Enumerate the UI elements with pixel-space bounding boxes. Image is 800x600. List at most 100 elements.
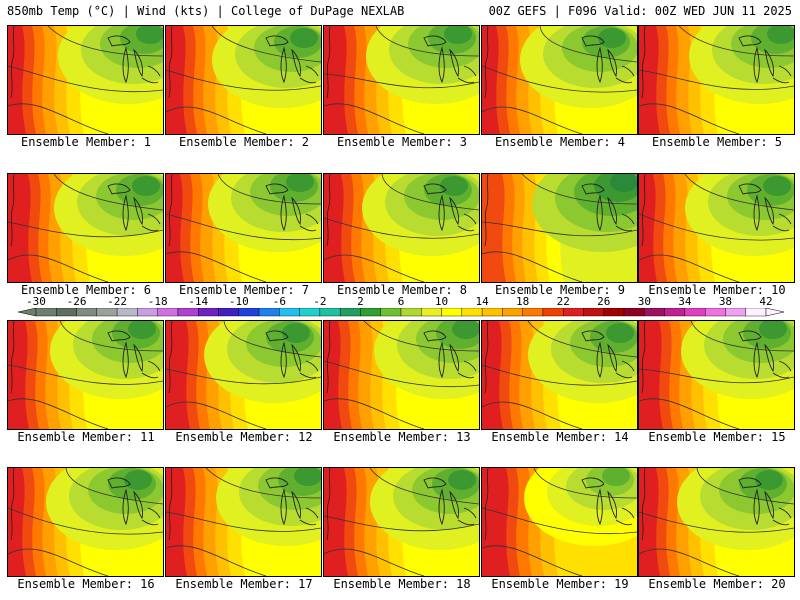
temperature-field [8,321,163,429]
ensemble-map-11 [7,320,164,430]
colorbar-tick-label: -22 [107,295,128,308]
temperature-field [482,26,637,134]
run-valid-time: 00Z GEFS | F096 Valid: 00Z WED JUN 11 20… [488,4,792,18]
ensemble-map-12 [165,320,322,430]
ensemble-member-label: Ensemble Member: 7 [178,283,310,297]
temperature-field [324,321,479,429]
temperature-field [324,174,479,282]
colorbar-swatch [238,308,260,317]
colorbar-swatch [258,308,280,317]
ensemble-map-5 [638,25,795,135]
temperature-field [166,468,321,576]
ensemble-member-label: Ensemble Member: 8 [336,283,468,297]
colorbar-tick-label: 42 [759,295,773,308]
ensemble-map-17 [165,467,322,577]
ensemble-map-18 [323,467,480,577]
temperature-field [8,468,163,576]
colorbar-tick-label: -14 [188,295,209,308]
ensemble-map-10 [638,173,795,283]
colorbar-swatch [116,308,138,317]
ensemble-member-label: Ensemble Member: 3 [336,135,468,149]
colorbar-swatch [360,308,381,317]
colorbar-tick-label: 18 [516,295,530,308]
temperature-field [8,174,163,282]
ensemble-member-label: Ensemble Member: 18 [333,577,471,591]
ensemble-map-1 [7,25,164,135]
colorbar-swatch [745,308,767,317]
temperature-field [166,321,321,429]
ensemble-member-label: Ensemble Member: 16 [17,577,155,591]
temperature-field [166,174,321,282]
ensemble-member-label: Ensemble Member: 12 [175,430,313,444]
ensemble-member-label: Ensemble Member: 1 [20,135,152,149]
ensemble-member-label: Ensemble Member: 14 [491,430,629,444]
colorbar-swatch [603,308,625,317]
colorbar-swatch [380,308,402,317]
map-title: 850mb Temp (°C) | Wind (kts) | College o… [7,4,405,18]
colorbar-swatch [583,308,604,317]
ensemble-map-20 [638,467,795,577]
colorbar-swatch [198,308,219,317]
colorbar-tick-label: 10 [434,295,449,308]
ensemble-map-19 [481,467,638,577]
ensemble-member-label: Ensemble Member: 10 [648,283,786,297]
temperature-field [482,468,637,576]
ensemble-member-label: Ensemble Member: 2 [178,135,310,149]
colorbar-swatch [137,308,158,317]
ensemble-map-16 [7,467,164,577]
ensemble-map-9 [481,173,638,283]
ensemble-map-15 [638,320,795,430]
colorbar-swatch [35,308,57,317]
colorbar-tick-label: 26 [597,295,611,308]
colorbar-swatch [76,308,98,317]
ensemble-member-label: Ensemble Member: 11 [17,430,155,444]
ensemble-member-label: Ensemble Member: 4 [494,135,626,149]
colorbar-swatch [563,308,584,317]
colorbar-tick-label: -18 [147,295,168,308]
ensemble-map-4 [481,25,638,135]
colorbar-swatch [421,308,442,317]
temperature-field [639,26,794,134]
temperature-field [639,468,794,576]
ensemble-member-label: Ensemble Member: 5 [651,135,783,149]
ensemble-member-label: Ensemble Member: 13 [333,430,471,444]
colorbar-swatch [279,308,300,317]
temperature-field [324,26,479,134]
temperature-field [8,26,163,134]
ensemble-map-7 [165,173,322,283]
colorbar-swatch [522,308,544,317]
colorbar-tick-label: 22 [556,295,570,308]
ensemble-member-label: Ensemble Member: 9 [494,283,626,297]
colorbar-swatch [441,308,463,317]
ensemble-member-label: Ensemble Member: 15 [648,430,786,444]
ensemble-member-label: Ensemble Member: 17 [175,577,313,591]
colorbar-swatch [684,308,706,317]
ensemble-map-3 [323,25,480,135]
colorbar-low-arrow [17,308,37,317]
temperature-colorbar: -30 -26 -22 -18 -14 -10 -6 -2 2 6 10 14 18 22 26 30 34 38… [0,296,800,320]
colorbar-swatch [704,308,726,317]
temperature-field [482,174,637,282]
temperature-field [482,321,637,429]
colorbar-tick-label: 34 [678,295,692,308]
colorbar-tick-label: -6 [272,295,286,308]
colorbar-swatch [339,308,361,317]
colorbar-high-arrow [765,308,785,317]
ensemble-map-8 [323,173,480,283]
ensemble-map-13 [323,320,480,430]
colorbar-swatch [623,308,645,317]
colorbar-swatch [96,308,118,317]
colorbar-swatch [725,308,746,317]
colorbar-swatch [177,308,199,317]
colorbar-swatch [56,308,77,317]
colorbar-tick-label: -26 [66,295,87,308]
colorbar-tick-label: -30 [26,295,46,308]
colorbar-swatch [664,308,686,317]
colorbar-swatch [157,308,179,317]
temperature-field [166,26,321,134]
colorbar-tick-label: 38 [718,295,733,308]
ensemble-member-label: Ensemble Member: 6 [20,283,152,297]
colorbar-tick-label: 6 [397,295,405,308]
colorbar-swatch [319,308,341,317]
colorbar-swatch [400,308,422,317]
